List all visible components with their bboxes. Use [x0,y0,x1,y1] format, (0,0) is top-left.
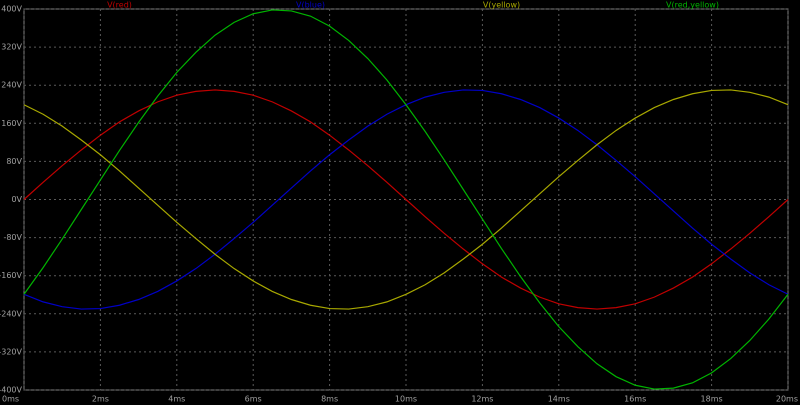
y-tick-label: -240V [0,309,23,318]
x-tick-label: 16ms [624,395,646,404]
legend-label: V(red) [107,1,132,10]
legend-label: V(yellow) [483,1,520,10]
x-tick-label: 6ms [245,395,262,404]
y-tick-label: -400V [0,386,23,395]
x-tick-label: 10ms [395,395,417,404]
x-tick-label: 0ms [2,395,19,404]
y-tick-label: -80V [3,233,22,242]
x-tick-label: 20ms [776,395,798,404]
legend-label: V(blue) [296,1,325,10]
x-tick-label: 18ms [701,395,723,404]
series-line [23,89,789,310]
y-tick-label: 240V [1,81,22,90]
x-tick-label: 4ms [168,395,185,404]
y-tick-label: 160V [1,119,22,128]
y-tick-label: -320V [0,347,23,356]
y-tick-label: 400V [1,5,22,14]
y-tick-label: 0V [11,195,22,204]
x-tick-label: 12ms [471,395,493,404]
series-line [23,9,789,390]
y-tick-label: 320V [1,43,22,52]
x-tick-label: 8ms [321,395,338,404]
x-tick-label: 2ms [92,395,109,404]
y-tick-label: 80V [6,157,22,166]
x-tick-label: 14ms [548,395,570,404]
y-tick-label: -160V [0,271,23,280]
legend-label: V(red,yellow) [666,1,719,10]
